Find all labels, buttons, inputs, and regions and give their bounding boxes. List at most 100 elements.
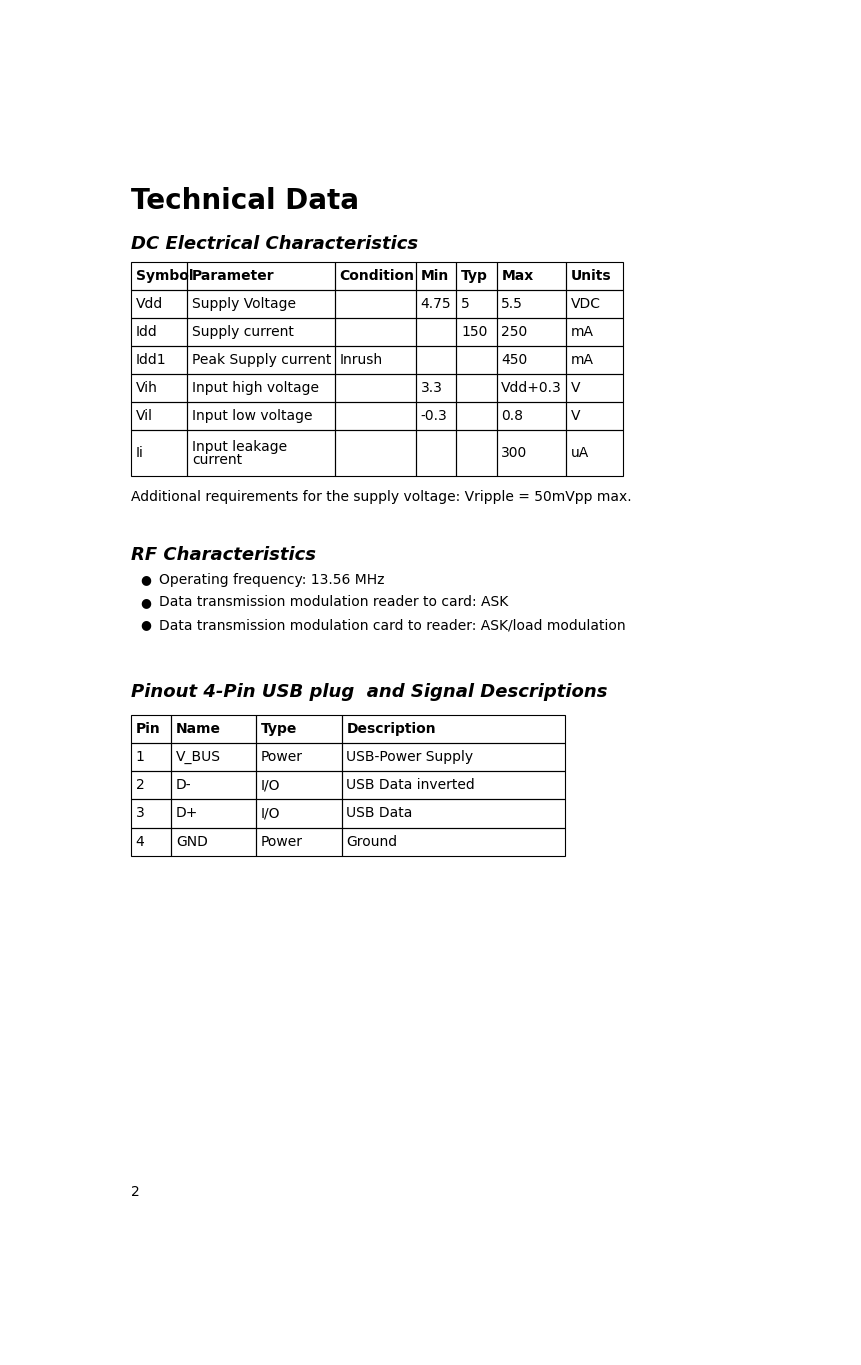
- Bar: [335, 318, 416, 345]
- Bar: [416, 345, 456, 374]
- Bar: [456, 374, 497, 403]
- Text: V: V: [571, 410, 580, 423]
- Bar: [416, 374, 456, 403]
- Bar: [131, 318, 188, 345]
- Bar: [456, 345, 497, 374]
- Bar: [456, 403, 497, 430]
- Text: Input leakage: Input leakage: [192, 440, 288, 453]
- Text: Input low voltage: Input low voltage: [192, 410, 313, 423]
- Text: DC Electrical Characteristics: DC Electrical Characteristics: [131, 235, 418, 254]
- Text: Data transmission modulation card to reader: ASK/load modulation: Data transmission modulation card to rea…: [158, 618, 625, 632]
- Text: Units: Units: [571, 269, 611, 283]
- Bar: [257, 827, 342, 856]
- Text: 250: 250: [501, 325, 528, 339]
- Text: 2: 2: [131, 1185, 139, 1200]
- Bar: [567, 374, 623, 403]
- Bar: [131, 800, 171, 827]
- Text: Power: Power: [261, 834, 303, 849]
- Bar: [257, 715, 342, 743]
- Bar: [567, 403, 623, 430]
- Text: Idd1: Idd1: [135, 354, 166, 367]
- Bar: [171, 715, 257, 743]
- Text: uA: uA: [571, 446, 589, 460]
- Bar: [335, 289, 416, 318]
- Text: 5: 5: [461, 296, 470, 311]
- Bar: [257, 743, 342, 771]
- Bar: [456, 318, 497, 345]
- Bar: [416, 289, 456, 318]
- Text: ●: ●: [140, 573, 151, 586]
- Bar: [188, 318, 335, 345]
- Text: USB Data inverted: USB Data inverted: [346, 778, 475, 792]
- Text: 2: 2: [135, 778, 145, 792]
- Bar: [131, 430, 188, 476]
- Bar: [131, 403, 188, 430]
- Text: 150: 150: [461, 325, 487, 339]
- Bar: [497, 318, 567, 345]
- Text: 4.75: 4.75: [421, 296, 451, 311]
- Bar: [335, 430, 416, 476]
- Bar: [567, 345, 623, 374]
- Text: Description: Description: [346, 722, 436, 736]
- Bar: [416, 318, 456, 345]
- Bar: [335, 262, 416, 289]
- Bar: [342, 827, 565, 856]
- Bar: [497, 430, 567, 476]
- Text: 3: 3: [135, 807, 145, 820]
- Bar: [188, 374, 335, 403]
- Text: 1: 1: [135, 751, 145, 764]
- Text: Type: Type: [261, 722, 297, 736]
- Text: Vih: Vih: [135, 381, 158, 394]
- Bar: [456, 289, 497, 318]
- Text: Parameter: Parameter: [192, 269, 275, 283]
- Bar: [567, 289, 623, 318]
- Text: mA: mA: [571, 354, 594, 367]
- Text: 300: 300: [501, 446, 528, 460]
- Text: Ii: Ii: [135, 446, 144, 460]
- Bar: [171, 743, 257, 771]
- Text: 3.3: 3.3: [421, 381, 443, 394]
- Text: Technical Data: Technical Data: [131, 187, 359, 214]
- Bar: [131, 743, 171, 771]
- Text: D-: D-: [176, 778, 191, 792]
- Bar: [188, 289, 335, 318]
- Text: 5.5: 5.5: [501, 296, 523, 311]
- Bar: [335, 403, 416, 430]
- Bar: [335, 374, 416, 403]
- Text: Ground: Ground: [346, 834, 398, 849]
- Bar: [416, 403, 456, 430]
- Text: Name: Name: [176, 722, 220, 736]
- Text: USB Data: USB Data: [346, 807, 412, 820]
- Text: Data transmission modulation reader to card: ASK: Data transmission modulation reader to c…: [158, 595, 508, 609]
- Bar: [131, 262, 188, 289]
- Bar: [171, 771, 257, 800]
- Bar: [567, 262, 623, 289]
- Bar: [416, 262, 456, 289]
- Bar: [497, 374, 567, 403]
- Text: 450: 450: [501, 354, 528, 367]
- Text: Peak Supply current: Peak Supply current: [192, 354, 331, 367]
- Text: I/O: I/O: [261, 807, 281, 820]
- Text: Input high voltage: Input high voltage: [192, 381, 319, 394]
- Bar: [416, 430, 456, 476]
- Bar: [456, 262, 497, 289]
- Bar: [171, 800, 257, 827]
- Bar: [131, 827, 171, 856]
- Text: I/O: I/O: [261, 778, 281, 792]
- Bar: [335, 345, 416, 374]
- Text: D+: D+: [176, 807, 198, 820]
- Text: Vdd+0.3: Vdd+0.3: [501, 381, 562, 394]
- Text: Additional requirements for the supply voltage: Vripple = 50mVpp max.: Additional requirements for the supply v…: [131, 490, 631, 504]
- Bar: [131, 715, 171, 743]
- Text: Vil: Vil: [135, 410, 152, 423]
- Text: Supply Voltage: Supply Voltage: [192, 296, 296, 311]
- Bar: [188, 403, 335, 430]
- Bar: [567, 318, 623, 345]
- Bar: [497, 289, 567, 318]
- Bar: [497, 403, 567, 430]
- Bar: [131, 345, 188, 374]
- Text: current: current: [192, 453, 242, 467]
- Text: Pinout 4-Pin USB plug  and Signal Descriptions: Pinout 4-Pin USB plug and Signal Descrip…: [131, 682, 607, 700]
- Text: Inrush: Inrush: [339, 354, 382, 367]
- Text: Vdd: Vdd: [135, 296, 163, 311]
